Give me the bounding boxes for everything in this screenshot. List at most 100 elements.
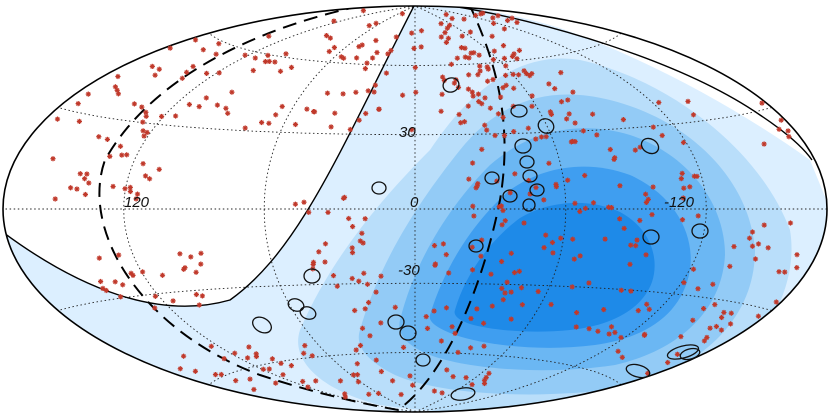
event-asterisk-icon [680, 195, 686, 201]
event-asterisk-icon [480, 10, 486, 16]
event-asterisk-icon [142, 173, 149, 179]
event-asterisk-icon [490, 76, 496, 83]
event-asterisk-icon [501, 26, 507, 32]
event-asterisk-icon [511, 51, 517, 57]
graticule-meridian [123, 6, 416, 412]
event-asterisk-icon [570, 138, 576, 144]
event-asterisk-icon [353, 89, 359, 95]
event-asterisk-icon [533, 136, 539, 142]
event-asterisk-icon [469, 267, 476, 273]
event-asterisk-icon [452, 330, 458, 336]
event-asterisk-icon [323, 33, 330, 39]
event-asterisk-icon [533, 184, 539, 191]
event-asterisk-icon [690, 266, 697, 272]
event-asterisk-icon [225, 110, 231, 116]
event-asterisk-icon [246, 344, 252, 350]
event-asterisk-icon [181, 353, 187, 359]
event-asterisk-icon [782, 269, 788, 275]
event-asterisk-icon [177, 366, 183, 372]
event-asterisk-icon [331, 18, 337, 24]
event-asterisk-icon [541, 245, 547, 251]
graticule-meridian [414, 6, 707, 412]
event-asterisk-icon [635, 308, 641, 314]
event-asterisk-icon [311, 109, 318, 115]
event-asterisk-icon [455, 349, 461, 355]
event-asterisk-icon [96, 255, 102, 261]
event-asterisk-icon [373, 37, 379, 44]
event-asterisk-icon [529, 103, 535, 109]
event-asterisk-icon [431, 308, 437, 314]
event-asterisk-icon [438, 108, 444, 114]
event-asterisk-icon [273, 380, 279, 386]
event-asterisk-icon [269, 356, 275, 362]
event-asterisk-icon [690, 112, 697, 118]
event-asterisk-icon [245, 355, 251, 361]
event-asterisk-icon [521, 220, 527, 226]
lat-tick-label: 30 [399, 124, 416, 141]
event-asterisk-icon [572, 120, 578, 126]
event-asterisk-icon [595, 328, 601, 334]
event-asterisk-icon [465, 103, 471, 109]
event-asterisk-icon [580, 128, 586, 134]
event-asterisk-icon [341, 55, 347, 61]
event-asterisk-icon [359, 325, 366, 331]
source-circle-icon [252, 316, 272, 334]
event-asterisk-icon [570, 236, 576, 242]
event-asterisk-icon [755, 241, 762, 247]
event-asterisk-icon [322, 241, 329, 247]
event-asterisk-icon [458, 120, 464, 126]
event-asterisk-icon [713, 323, 719, 330]
event-asterisk-icon [573, 324, 579, 330]
event-asterisk-icon [681, 185, 687, 191]
event-asterisk-icon [418, 44, 424, 50]
source-circle-icon [642, 229, 660, 245]
event-asterisk-icon [475, 72, 481, 78]
event-asterisk-icon [645, 196, 651, 202]
event-asterisk-icon [349, 250, 356, 256]
event-asterisk-icon [313, 378, 319, 384]
event-asterisk-icon [283, 51, 289, 57]
event-asterisk-icon [300, 378, 306, 385]
event-asterisk-icon [107, 153, 113, 159]
event-asterisk-icon [354, 55, 360, 61]
event-asterisk-icon [509, 15, 515, 21]
event-asterisk-icon [546, 160, 552, 166]
event-asterisk-icon [198, 261, 204, 267]
source-circle-icon [679, 347, 701, 361]
event-asterisk-icon [431, 243, 438, 249]
event-asterisk-icon [612, 329, 618, 336]
event-asterisk-icon [115, 91, 121, 97]
event-asterisk-icon [615, 348, 621, 354]
event-asterisk-icon [439, 91, 445, 97]
event-asterisk-icon [514, 19, 520, 25]
event-asterisk-icon [443, 305, 450, 311]
event-asterisk-icon [637, 217, 643, 224]
event-asterisk-icon [500, 114, 506, 120]
event-asterisk-icon [548, 301, 554, 308]
event-asterisk-icon [482, 122, 488, 128]
event-asterisk-icon [467, 29, 473, 35]
event-asterisk-icon [473, 12, 479, 19]
event-asterisk-icon [186, 101, 192, 108]
event-asterisk-icon [621, 225, 627, 231]
event-asterisk-icon [656, 99, 662, 106]
event-asterisk-icon [212, 372, 219, 378]
source-circle-icon [450, 387, 476, 401]
event-asterisk-icon [242, 52, 248, 58]
event-asterisk-icon [511, 85, 517, 91]
event-asterisk-icon [198, 250, 204, 256]
event-asterisk-icon [373, 289, 379, 295]
event-asterisk-icon [438, 34, 444, 40]
event-asterisk-icon [535, 288, 541, 295]
source-circle-icon [537, 118, 555, 134]
event-asterisk-icon [450, 374, 456, 380]
event-asterisk-icon [620, 117, 626, 123]
event-asterisk-icon [590, 200, 597, 206]
event-asterisk-icon [325, 209, 331, 215]
event-asterisk-icon [140, 161, 146, 167]
event-asterisk-icon [541, 197, 547, 203]
event-asterisk-icon [502, 290, 508, 296]
event-asterisk-icon [508, 316, 514, 322]
event-asterisk-icon [776, 126, 782, 132]
event-asterisk-icon [776, 269, 782, 275]
